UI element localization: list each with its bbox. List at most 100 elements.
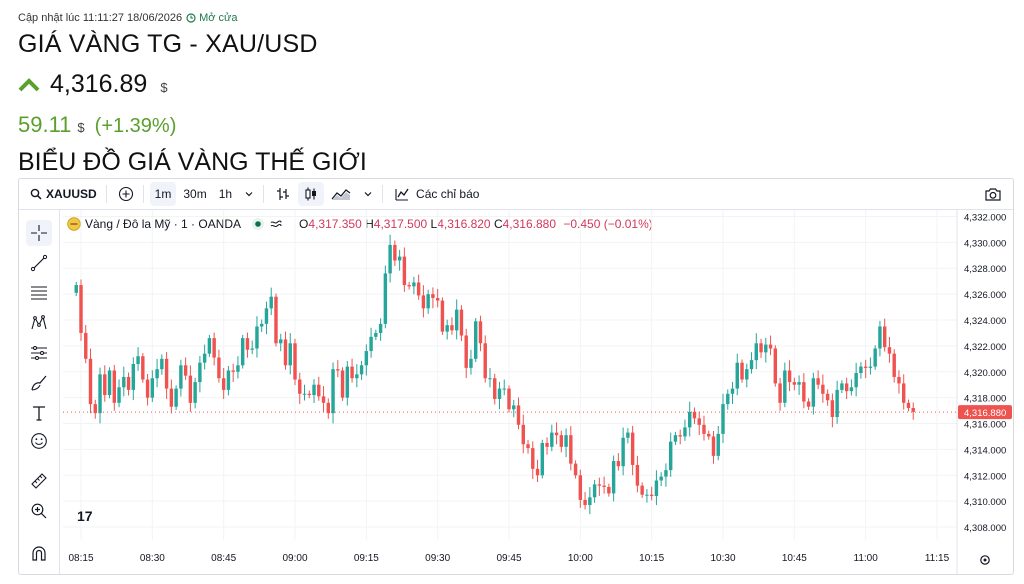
candle-body xyxy=(811,378,816,407)
bar-chart-type-button[interactable] xyxy=(270,182,296,206)
candle-body xyxy=(274,296,278,344)
candle-body xyxy=(488,378,492,380)
candle xyxy=(488,368,492,388)
emoji-tool-button[interactable] xyxy=(26,428,52,454)
chart-settings-button[interactable] xyxy=(980,555,990,565)
candle xyxy=(174,385,178,410)
area-chart-type-button[interactable] xyxy=(326,182,356,206)
candle xyxy=(269,287,273,316)
candle-body xyxy=(611,461,616,494)
candles-chart-type-button[interactable] xyxy=(298,182,325,206)
interval-30m[interactable]: 30m xyxy=(183,187,207,201)
magnet-tool-button[interactable] xyxy=(26,540,52,566)
candle-body xyxy=(483,343,487,379)
candle xyxy=(307,390,311,399)
fib-tool-button[interactable] xyxy=(26,280,52,306)
indicators-button[interactable]: Các chỉ báo xyxy=(389,182,484,206)
candle-body xyxy=(378,323,383,333)
candle xyxy=(98,367,102,424)
pattern-icon xyxy=(31,315,47,330)
candle-body xyxy=(835,389,839,418)
candle xyxy=(745,363,749,388)
candle-body xyxy=(787,370,792,383)
brush-tool-button[interactable] xyxy=(26,370,52,396)
candle-body xyxy=(792,382,797,385)
candle-body xyxy=(578,475,583,500)
candle-body xyxy=(269,296,273,309)
zoom-tool-button[interactable] xyxy=(26,498,52,524)
candle-body xyxy=(621,437,625,467)
candle-body xyxy=(540,442,545,476)
candle xyxy=(435,288,440,308)
candle-body xyxy=(583,499,587,506)
candle xyxy=(640,482,644,498)
interval-1m[interactable]: 1m xyxy=(149,182,177,206)
chart-type-dropdown[interactable] xyxy=(358,182,378,206)
x-tick-label: 09:15 xyxy=(354,553,379,564)
candle xyxy=(630,425,635,476)
candle xyxy=(350,358,354,383)
x-tick-label: 08:15 xyxy=(68,553,93,564)
last-price-tag xyxy=(958,405,1012,420)
candle-body xyxy=(212,338,216,358)
candle xyxy=(240,334,245,369)
legend-high-label: H xyxy=(365,217,374,231)
snapshot-button[interactable] xyxy=(979,182,1007,206)
candle-body xyxy=(550,432,554,447)
candle-body xyxy=(802,382,806,402)
candle-body xyxy=(155,369,159,379)
candle-body xyxy=(707,433,711,437)
crosshair-icon xyxy=(31,225,47,241)
candle xyxy=(764,337,768,363)
candle-body xyxy=(164,358,169,389)
text-tool-button[interactable] xyxy=(26,400,52,426)
legend-change: −0.450 (−0.01%) xyxy=(563,217,653,231)
candle-body xyxy=(93,404,97,414)
candle xyxy=(844,377,849,400)
candle xyxy=(649,486,654,501)
candle xyxy=(93,399,97,419)
interval-dropdown[interactable] xyxy=(239,182,259,206)
prediction-tool-button[interactable] xyxy=(26,340,52,366)
candle xyxy=(802,373,806,409)
candle-body xyxy=(573,463,578,476)
interval-1h[interactable]: 1h xyxy=(218,187,233,201)
candle-body xyxy=(84,332,88,359)
candle-body xyxy=(816,378,820,385)
candle xyxy=(274,293,278,347)
candle-body xyxy=(597,484,602,486)
candle xyxy=(226,366,231,396)
candle xyxy=(236,356,240,379)
candle-body xyxy=(673,435,678,442)
y-tick-label: 4,328.000 xyxy=(964,264,1006,275)
trend-line-tool-button[interactable] xyxy=(26,250,52,276)
candle xyxy=(602,476,606,494)
candlestick-chart[interactable]: 4,332.000 4,330.000 4,328.000 4,326.000 4,32… xyxy=(19,210,1013,574)
change-unit: $ xyxy=(77,120,85,135)
candle-body xyxy=(112,370,117,403)
candle xyxy=(426,289,430,314)
candle-body xyxy=(369,336,373,352)
legend-open: 4,317.350 xyxy=(308,217,362,231)
candle xyxy=(816,370,820,390)
candle xyxy=(740,359,744,383)
candle-body xyxy=(150,378,155,398)
indicators-icon xyxy=(395,188,409,201)
chart-toolbar: XAUUSD 1m 30m 1h Các chỉ báo xyxy=(19,179,1013,210)
crosshair-tool-button[interactable] xyxy=(26,220,52,246)
candle xyxy=(621,427,625,476)
magnet-icon xyxy=(32,546,46,561)
candle xyxy=(535,459,540,483)
symbol-search-button[interactable]: XAUUSD xyxy=(25,182,102,206)
ruler-tool-button[interactable] xyxy=(26,468,52,494)
candle-body xyxy=(635,464,640,486)
legend-symbol-name: Vàng / Đô la Mỹ · 1 · OANDA xyxy=(85,217,242,231)
candle xyxy=(578,469,583,508)
candle xyxy=(583,491,587,510)
x-tick-label: 11:15 xyxy=(925,553,950,564)
candle xyxy=(378,318,383,341)
approx-icon xyxy=(270,220,282,228)
candle xyxy=(502,379,506,396)
compare-button[interactable] xyxy=(113,182,139,206)
pattern-tool-button[interactable] xyxy=(26,310,52,336)
